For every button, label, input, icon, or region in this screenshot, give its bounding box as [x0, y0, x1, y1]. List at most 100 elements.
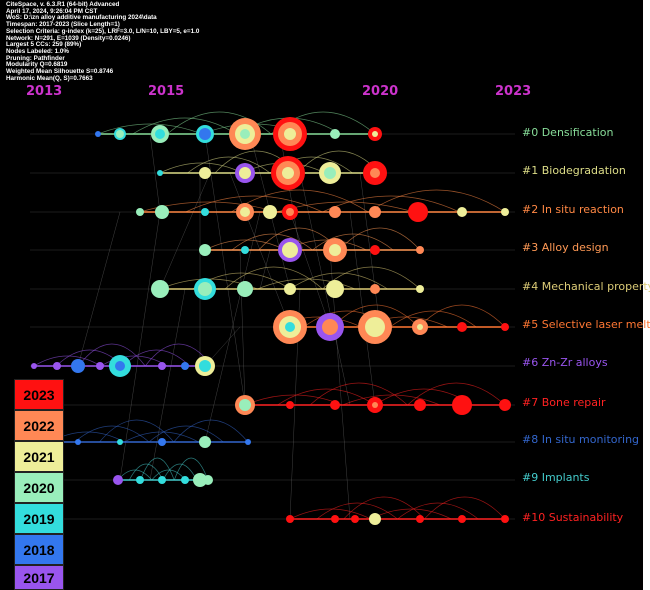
- cluster-label-in-situ-reaction[interactable]: #2 In situ reaction: [522, 203, 624, 216]
- cluster-arc: [309, 382, 408, 406]
- cluster-arc: [173, 419, 249, 443]
- cross-cluster-link: [119, 211, 161, 481]
- citation-node: [457, 207, 467, 217]
- citation-node: [199, 167, 211, 179]
- cluster-arc: [397, 502, 479, 520]
- citation-node: [351, 515, 359, 523]
- citation-node: [408, 202, 428, 222]
- citation-node: [181, 362, 189, 370]
- cluster-arc: [342, 394, 441, 406]
- citation-node: [457, 322, 467, 332]
- citation-node: [158, 476, 166, 484]
- citation-node: [263, 205, 277, 219]
- cluster-label-densification[interactable]: #0 Densification: [522, 126, 614, 139]
- citation-node: [245, 439, 251, 445]
- cluster-label-sustainability[interactable]: #10 Sustainability: [522, 511, 624, 524]
- citation-node: [414, 399, 426, 411]
- cluster-arc: [289, 508, 371, 520]
- cluster-arc: [367, 189, 506, 213]
- citation-node: [240, 129, 250, 139]
- cluster-arc: [128, 463, 164, 481]
- cluster-label-selective-laser-melting[interactable]: #5 Selective laser melting: [522, 318, 650, 331]
- cross-cluster-link: [349, 211, 376, 406]
- citation-node: [241, 246, 249, 254]
- year-label-2020: 2020: [362, 84, 399, 99]
- cluster-arc: [167, 111, 272, 135]
- year-label-2023: 2023: [495, 84, 532, 99]
- cluster-arc: [257, 278, 356, 290]
- header-line: Weighted Mean Silhouette S=0.8746: [6, 68, 114, 76]
- legend-year-2017: 2017: [14, 565, 64, 590]
- legend-year-2020: 2020: [14, 472, 64, 503]
- cluster-label-mechanical-property[interactable]: #4 Mechanical property: [522, 280, 650, 293]
- citation-node: [136, 208, 144, 216]
- citation-node: [458, 515, 466, 523]
- cluster-label-in-situ-monitoring[interactable]: #8 In situ monitoring: [522, 433, 640, 446]
- citation-node: [284, 283, 296, 295]
- header-line: Nodes Labeled: 1.0%: [6, 47, 69, 55]
- cross-cluster-link: [159, 172, 211, 290]
- citation-node: [286, 401, 294, 409]
- citation-node: [370, 245, 380, 255]
- cluster-arc: [124, 431, 199, 443]
- year-label-2013: 2013: [26, 84, 63, 99]
- citation-node: [158, 438, 166, 446]
- network-summary-header: CiteSpace, v. 6.3.R1 (64-bit) Advanced Ap…: [6, 1, 200, 82]
- header-line: Network: N=291, E=1039 (Density=0.0246): [6, 34, 131, 42]
- cluster-arc: [162, 463, 198, 481]
- cluster-label-alloy-design[interactable]: #3 Alloy design: [522, 241, 609, 254]
- citation-node: [75, 439, 81, 445]
- cluster-arc: [312, 233, 394, 251]
- header-line: CiteSpace, v. 6.3.R1 (64-bit) Advanced: [6, 1, 120, 8]
- cluster-label-implants[interactable]: #9 Implants: [522, 471, 590, 484]
- citation-node: [322, 319, 338, 335]
- header-line: Selection Criteria: g-index (k=25), LRF=…: [6, 27, 200, 35]
- citation-node: [199, 128, 211, 140]
- header-line: Pruning: Pathfinder: [6, 54, 65, 62]
- citation-node: [155, 205, 169, 219]
- citation-node: [71, 359, 85, 373]
- citation-node: [369, 513, 381, 525]
- citation-node: [282, 242, 298, 258]
- cluster-arc: [332, 304, 419, 328]
- citation-node: [239, 399, 251, 411]
- citation-node: [329, 206, 341, 218]
- cluster-arc: [204, 239, 286, 251]
- cross-cluster-link: [239, 249, 246, 406]
- citation-node: [501, 208, 509, 216]
- citation-node: [151, 280, 169, 298]
- citation-node: [416, 246, 424, 254]
- citation-node: [31, 363, 37, 369]
- cross-cluster-link: [149, 133, 161, 213]
- citation-node: [452, 395, 472, 415]
- citation-node: [285, 322, 295, 332]
- citation-node: [157, 170, 163, 176]
- cluster-label-biodegradation[interactable]: #1 Biodegradation: [522, 164, 626, 177]
- cluster-label-zn-zr-alloys[interactable]: #6 Zn-Zr alloys: [522, 356, 608, 369]
- header-line: WoS: D:\zn alloy additive manufacturing …: [6, 14, 157, 22]
- cluster-arc: [322, 195, 460, 213]
- cross-cluster-link: [279, 133, 301, 251]
- legend-year-2021: 2021: [14, 441, 64, 472]
- cluster-arc: [277, 388, 376, 406]
- citation-node: [369, 206, 381, 218]
- citation-node: [370, 284, 380, 294]
- cluster-arc: [74, 425, 150, 443]
- cluster-arc: [173, 457, 209, 481]
- legend-year-2018: 2018: [14, 534, 64, 565]
- cluster-arc: [148, 425, 224, 443]
- citation-node: [113, 475, 123, 485]
- citation-node: [116, 130, 124, 138]
- citation-node: [95, 131, 101, 137]
- header-line: Largest 5 CCs: 259 (89%): [6, 41, 82, 49]
- header-line: Harmonic Mean(Q, S)=0.7663: [6, 74, 93, 82]
- citation-node: [203, 475, 213, 485]
- citation-node: [96, 362, 104, 370]
- cluster-arc: [224, 266, 323, 290]
- cluster-arc: [343, 496, 425, 520]
- cluster-label-bone-repair[interactable]: #7 Bone repair: [522, 396, 606, 409]
- legend-year-2023: 2023: [14, 379, 64, 410]
- citation-node: [372, 131, 378, 137]
